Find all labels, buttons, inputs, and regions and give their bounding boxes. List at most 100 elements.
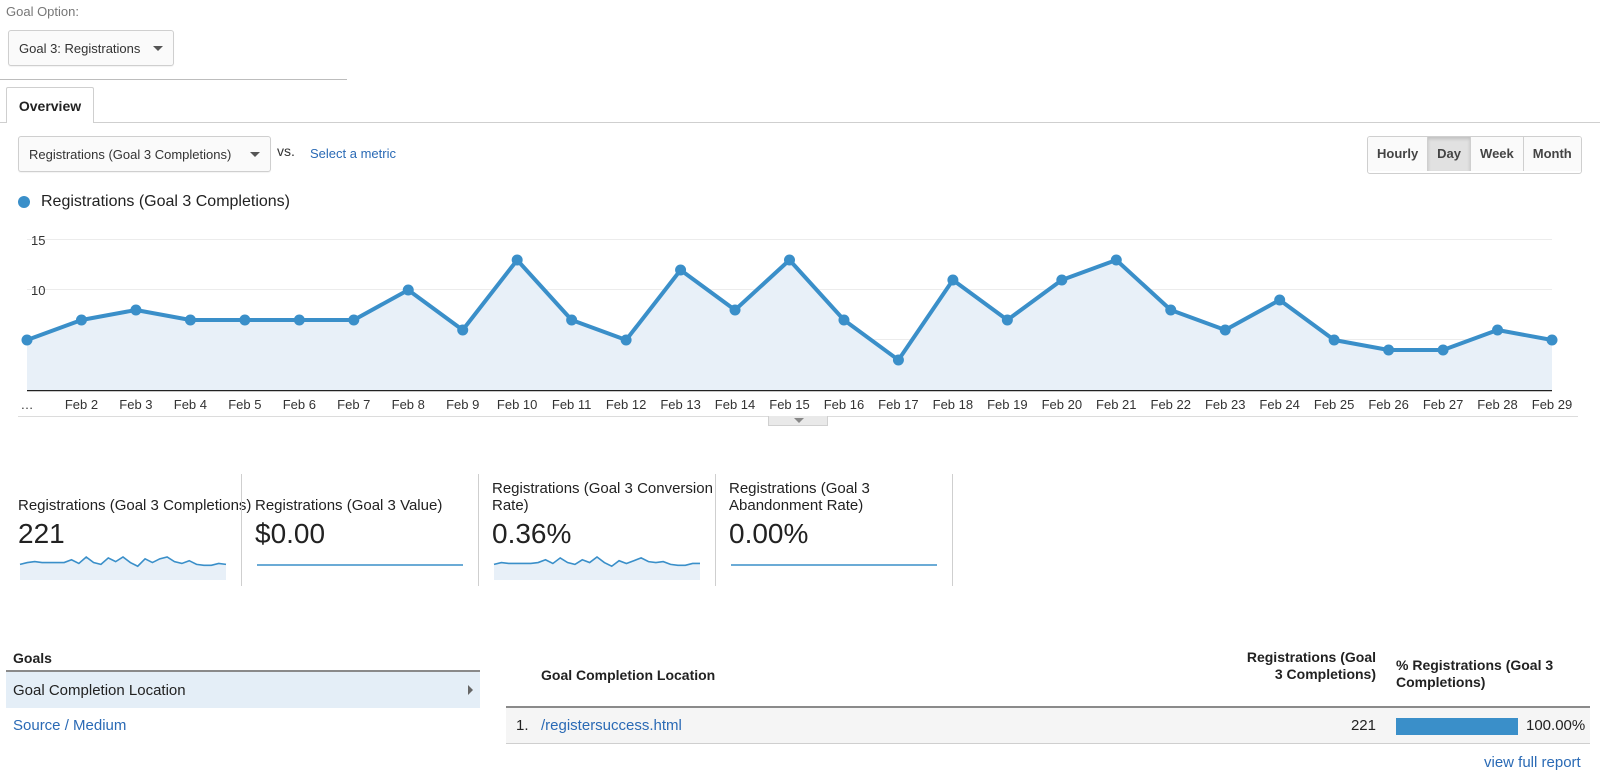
sparkline-area <box>494 557 700 580</box>
data-point <box>1383 344 1395 356</box>
area-fill <box>27 260 1552 390</box>
scorecard-label: Registrations (Goal 3 Completions) <box>18 497 252 514</box>
goals-item-label: Goal Completion Location <box>13 681 186 699</box>
data-point <box>1110 254 1122 266</box>
x-tick-label: Feb 12 <box>606 397 646 412</box>
goal-select-value: Goal 3: Registrations <box>19 40 141 56</box>
sparkline-area <box>20 557 226 580</box>
scorecard-divider <box>952 474 953 586</box>
goals-divider <box>6 670 480 672</box>
data-point <box>1274 294 1286 306</box>
sparkline-line <box>493 555 700 568</box>
x-tick-label: Feb 18 <box>933 397 973 412</box>
x-tick-label: Feb 9 <box>446 397 479 412</box>
x-tick-label: Feb 11 <box>552 397 592 412</box>
x-tick-label: Feb 20 <box>1042 397 1082 412</box>
data-point <box>1056 274 1068 286</box>
data-point <box>21 334 33 346</box>
month-button[interactable]: Month <box>1522 137 1581 171</box>
scorecard-label: Registrations (Goal 3 Conversion Rate) <box>492 480 713 514</box>
row-value: 221 <box>1350 717 1376 734</box>
data-point <box>620 334 632 346</box>
scorecard-conversion-rate[interactable]: Registrations (Goal 3 Conversion Rate) 0… <box>492 474 728 586</box>
hourly-button[interactable]: Hourly <box>1368 137 1428 171</box>
goals-item-goal-completion-location[interactable]: Goal Completion Location <box>6 672 480 708</box>
scorecard-abandonment-rate[interactable]: Registrations (Goal 3 Abandonment Rate) … <box>729 474 965 586</box>
x-tick-label: Feb 3 <box>119 397 152 412</box>
chevron-right-icon <box>468 685 473 695</box>
granularity-toggle: Hourly Day Week Month <box>1367 136 1582 174</box>
sparkline <box>731 564 937 566</box>
data-point <box>1328 334 1340 346</box>
goals-item-source-medium[interactable]: Source / Medium <box>13 717 127 734</box>
data-point <box>75 314 87 326</box>
data-point <box>729 304 741 316</box>
x-tick-label: Feb 15 <box>769 397 809 412</box>
sparkline-line <box>19 555 227 568</box>
data-point <box>1492 324 1504 336</box>
scorecard-value-metric[interactable]: Registrations (Goal 3 Value) $0.00 <box>255 474 491 586</box>
data-point <box>1219 324 1231 336</box>
goals-heading: Goals <box>13 650 52 666</box>
sparkline <box>19 555 227 580</box>
x-tick-label: Feb 16 <box>824 397 864 412</box>
column-header-registrations[interactable]: Registrations (Goal 3 Completions) <box>1246 649 1376 682</box>
scorecard-value: 221 <box>18 518 65 549</box>
column-header-percent[interactable]: % Registrations (Goal 3 Completions) <box>1396 657 1554 690</box>
x-tick-label: Feb 23 <box>1205 397 1245 412</box>
data-point <box>566 314 578 326</box>
x-tick-label: Feb 22 <box>1151 397 1191 412</box>
x-tick-label: Feb 17 <box>878 397 918 412</box>
data-point <box>348 314 360 326</box>
view-full-report-link[interactable]: view full report <box>1484 754 1581 771</box>
column-header-location[interactable]: Goal Completion Location <box>541 667 716 683</box>
x-tick-label: Feb 13 <box>660 397 700 412</box>
scorecard-label: Registrations (Goal 3 Abandonment Rate) <box>729 480 870 514</box>
divider <box>0 79 347 80</box>
data-point <box>784 254 795 266</box>
data-point <box>184 314 196 326</box>
data-point <box>1546 334 1558 346</box>
x-tick-label: Feb 6 <box>283 397 316 412</box>
row-location-link[interactable]: /registersuccess.html <box>541 717 682 734</box>
data-point <box>457 324 469 336</box>
chevron-down-icon <box>250 151 260 157</box>
x-tick-label: Feb 5 <box>228 397 261 412</box>
x-tick-label: Feb 29 <box>1532 397 1572 412</box>
legend-label: Registrations (Goal 3 Completions) <box>41 193 290 210</box>
day-button[interactable]: Day <box>1427 137 1471 171</box>
goal-select-dropdown[interactable]: Goal 3: Registrations <box>8 30 174 66</box>
metric-select-dropdown[interactable]: Registrations (Goal 3 Completions) <box>18 136 271 172</box>
data-point <box>402 284 414 296</box>
x-tick-label: Feb 2 <box>65 397 98 412</box>
x-tick-label: Feb 26 <box>1368 397 1408 412</box>
scorecard-divider <box>478 474 479 586</box>
scorecard-value: 0.00% <box>729 518 809 549</box>
data-point <box>511 254 523 266</box>
chart-collapse-handle[interactable] <box>768 416 828 426</box>
scorecard-divider <box>241 474 242 586</box>
y-tick-label: 15 <box>31 233 45 248</box>
x-tick-label: Feb 7 <box>337 397 370 412</box>
data-point <box>293 314 305 326</box>
tab-overview[interactable]: Overview <box>6 87 94 123</box>
row-number: 1. <box>516 717 529 734</box>
select-metric-link[interactable]: Select a metric <box>310 146 396 161</box>
y-tick-label: 10 <box>31 283 45 298</box>
sparkline <box>257 564 463 566</box>
x-tick-label: Feb 14 <box>715 397 755 412</box>
vs-label: vs. <box>277 143 295 159</box>
row-percent-bar <box>1396 718 1518 735</box>
data-point <box>675 264 687 276</box>
scorecard-label: Registrations (Goal 3 Value) <box>255 497 443 514</box>
week-button[interactable]: Week <box>1470 137 1523 171</box>
x-tick-label: Feb 19 <box>987 397 1027 412</box>
goal-option-label: Goal Option: <box>6 4 79 19</box>
scorecard-value: 0.36% <box>492 518 572 549</box>
data-point <box>1437 344 1449 356</box>
x-tick-label: … <box>21 397 34 412</box>
data-point <box>838 314 850 326</box>
scorecard-completions[interactable]: Registrations (Goal 3 Completions) 221 <box>18 474 254 586</box>
sparkline <box>493 555 700 580</box>
